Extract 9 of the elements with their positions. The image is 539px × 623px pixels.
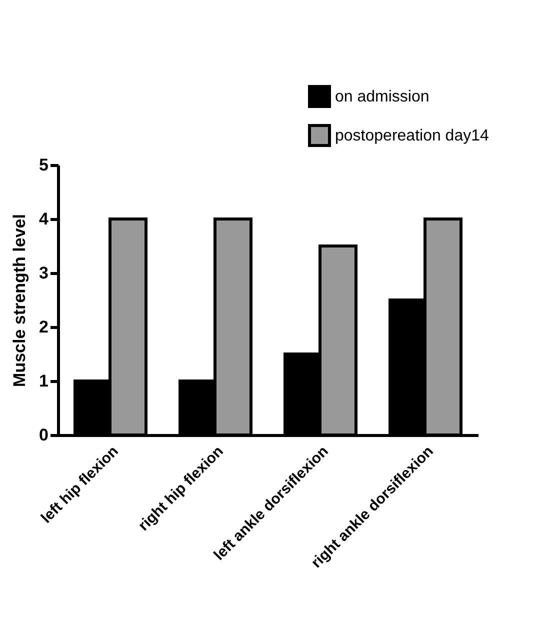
y-tick-label: 5 <box>39 156 48 174</box>
y-tick-label: 4 <box>39 210 50 228</box>
y-tick-label: 0 <box>39 426 48 444</box>
y-tick-label: 3 <box>39 264 48 282</box>
y-tick-label: 2 <box>39 318 48 336</box>
y-tick-label: 1 <box>39 372 48 390</box>
legend-label: on admission <box>335 88 430 106</box>
y-axis-title: Muscle strength level <box>10 214 30 387</box>
legend-label: postopereation day14 <box>335 128 489 144</box>
